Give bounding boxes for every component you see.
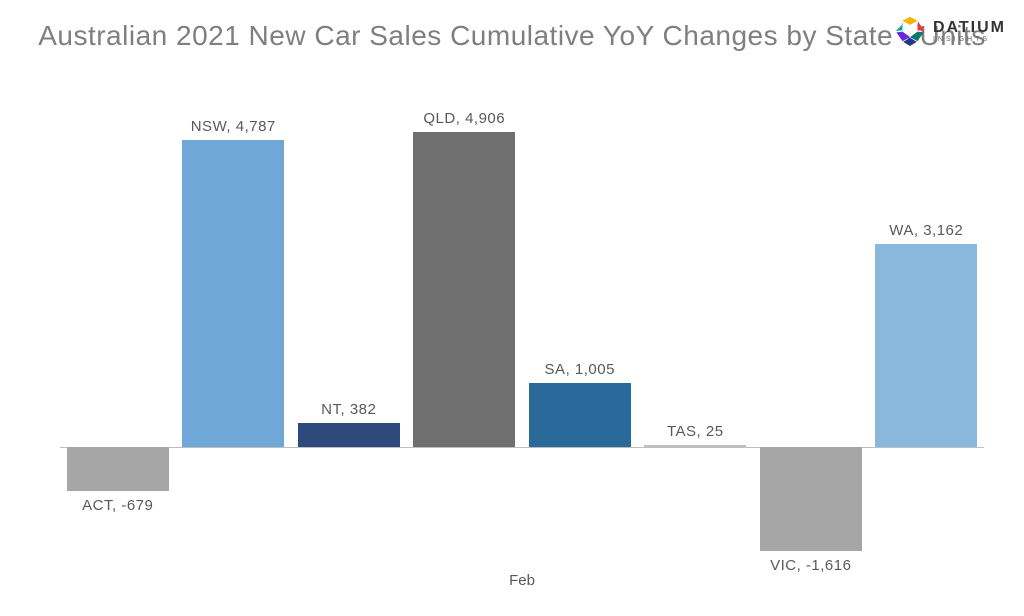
logo-sub-text: INSIGHTS — [933, 36, 1006, 43]
bar-tas — [644, 445, 746, 447]
bar-label-nt: NT, 382 — [321, 401, 376, 418]
bar-label-sa: SA, 1,005 — [545, 361, 615, 378]
bar-nt — [298, 423, 400, 447]
bar-act — [67, 447, 169, 491]
bar-label-wa: WA, 3,162 — [889, 222, 963, 239]
bar-sa — [529, 383, 631, 447]
bar-vic — [760, 447, 862, 551]
bar-wa — [875, 244, 977, 447]
bar-nsw — [182, 140, 284, 447]
bar-label-vic: VIC, -1,616 — [770, 557, 851, 574]
chart-title: Australian 2021 New Car Sales Cumulative… — [0, 18, 1024, 53]
x-axis-label: Feb — [60, 572, 984, 589]
bar-label-tas: TAS, 25 — [667, 423, 724, 440]
logo-icon — [893, 14, 927, 48]
chart-plot-area: Feb ACT, -679NSW, 4,787NT, 382QLD, 4,906… — [60, 120, 984, 556]
bar-label-act: ACT, -679 — [82, 497, 153, 514]
brand-logo: DATIUM INSIGHTS — [893, 14, 1006, 48]
logo-main-text: DATIUM — [933, 20, 1006, 36]
bar-label-nsw: NSW, 4,787 — [191, 118, 276, 135]
bar-qld — [413, 132, 515, 447]
bar-label-qld: QLD, 4,906 — [423, 110, 505, 127]
